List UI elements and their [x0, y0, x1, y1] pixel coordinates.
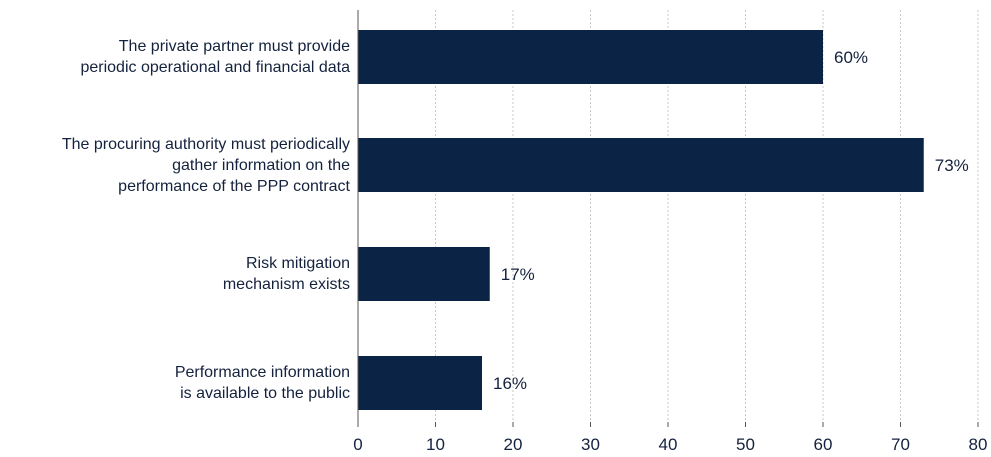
value-label: 16% — [493, 374, 527, 393]
x-tick-label: 30 — [581, 435, 600, 454]
x-axis: 0 10 20 30 40 50 60 70 80 — [353, 10, 987, 454]
x-tick-label: 10 — [426, 435, 445, 454]
bars — [358, 30, 924, 410]
x-tick-label: 80 — [969, 435, 988, 454]
category-label: Performance information is available to t… — [174, 364, 350, 402]
x-tick-label: 20 — [504, 435, 523, 454]
bar — [358, 247, 490, 301]
bar — [358, 356, 482, 410]
category-label: The procuring authority must periodicall… — [61, 135, 350, 195]
category-label: The private partner must provide periodic… — [80, 38, 350, 76]
x-tick-label: 60 — [814, 435, 833, 454]
x-tick-label: 0 — [353, 435, 362, 454]
value-label: 17% — [501, 265, 535, 284]
bar — [358, 138, 924, 192]
value-label: 73% — [935, 156, 969, 175]
value-label: 60% — [834, 48, 868, 67]
category-label: Risk mitigation mechanism exists — [222, 255, 350, 293]
bar — [358, 30, 823, 84]
x-tick-label: 70 — [891, 435, 910, 454]
x-tick-label: 50 — [736, 435, 755, 454]
value-labels: 60% 73% 17% 16% — [493, 48, 969, 393]
x-tick-label: 40 — [659, 435, 678, 454]
